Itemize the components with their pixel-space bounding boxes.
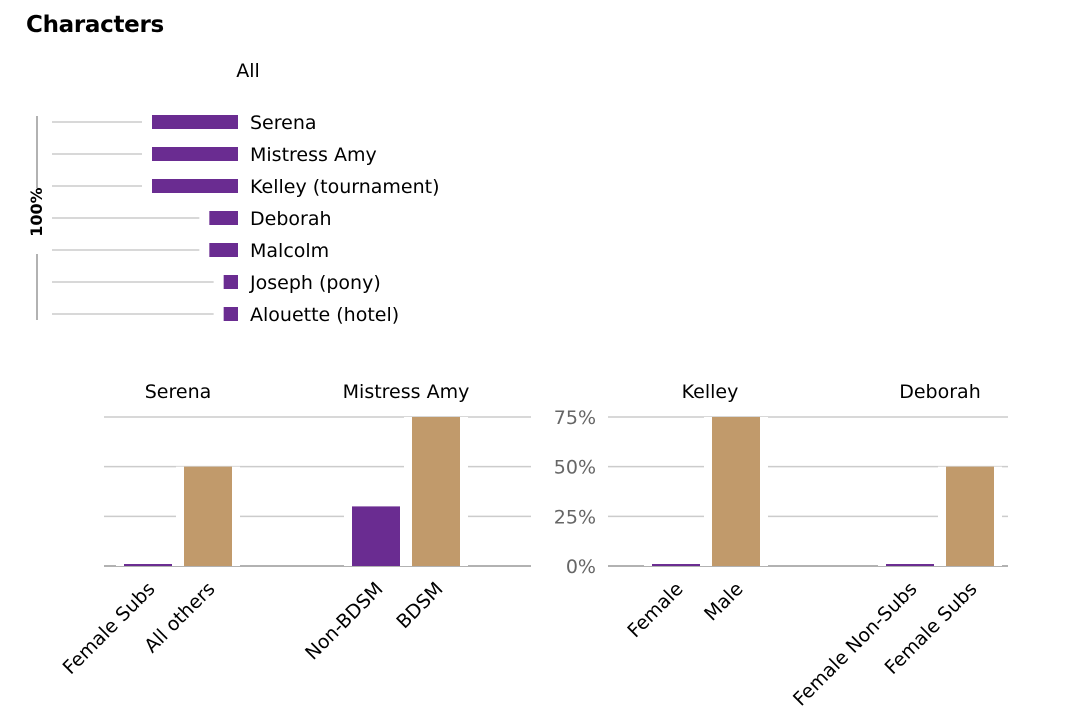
tick-label-mistress-amy-bdsm: BDSM <box>392 578 447 633</box>
bar-deborah-female-non-subs <box>886 564 934 566</box>
overview-bar-malcolm <box>209 243 238 257</box>
overview-label-deborah: Deborah <box>250 208 332 230</box>
overview-bar-kelley-tournament <box>152 179 238 193</box>
overview-label-malcolm: Malcolm <box>250 240 329 262</box>
y-tick-label-0: 0% <box>566 556 596 578</box>
overview-rows: Serena Mistress Amy Kelley (tournament) Deb… <box>52 112 440 326</box>
overview-bar-serena <box>152 115 238 129</box>
bar-kelley-male <box>712 417 760 566</box>
y-tick-bg-0 <box>538 553 602 575</box>
bar-mistress-amy-non-bdsm <box>352 506 400 566</box>
overview-label-mistress-amy: Mistress Amy <box>250 144 377 166</box>
y-tick-bg-75 <box>538 404 602 426</box>
shared-y-axis-ticks: 0% 25% 50% 75% <box>538 404 602 578</box>
overview-y-label-bg <box>26 188 48 254</box>
overview-bar-deborah <box>209 211 238 225</box>
tick-label-kelley-male: Male <box>700 578 747 625</box>
y-tick-label-25: 25% <box>554 506 596 528</box>
chart-title-mistress-amy: Mistress Amy <box>343 381 470 403</box>
bar-deborah-female-subs <box>946 466 994 566</box>
tick-label-mistress-amy-non-bdsm: Non-BDSM <box>301 578 387 664</box>
overview-label-alouette-hotel: Alouette (hotel) <box>250 304 399 326</box>
bar-serena-all-others <box>184 466 232 566</box>
overview-bar-alouette-hotel <box>223 307 238 321</box>
chart-title-serena: Serena <box>145 381 212 403</box>
bar-serena-female-subs <box>124 564 172 566</box>
overview-chart-title: All <box>236 60 260 82</box>
overview-bar-mistress-amy <box>152 147 238 161</box>
y-tick-bg-50 <box>538 453 602 476</box>
chart-mistress-amy: Mistress Amy Non-BDSM BDSM <box>301 381 469 664</box>
bar-mistress-amy-bdsm <box>412 417 460 566</box>
y-tick-label-75: 75% <box>554 407 596 429</box>
overview-y-axis-label: 100% <box>27 187 46 236</box>
overview-label-kelley-tournament: Kelley (tournament) <box>250 176 440 198</box>
y-tick-label-50: 50% <box>554 457 596 479</box>
bar-kelley-female <box>652 564 700 566</box>
page-title: Characters <box>26 12 164 38</box>
overview-bar-chart: All 100% Serena Mistress Amy Kelley (tourn… <box>26 60 440 326</box>
tick-label-kelley-female: Female <box>623 578 687 642</box>
overview-label-joseph-pony: Joseph (pony) <box>249 272 381 294</box>
overview-label-serena: Serena <box>250 112 317 134</box>
tick-label-serena-female-subs: Female Subs <box>59 578 160 679</box>
chart-title-kelley: Kelley <box>682 381 739 403</box>
chart-kelley: Kelley Female Male <box>623 381 768 642</box>
overview-bar-joseph-pony <box>223 275 238 289</box>
y-tick-bg-25 <box>538 503 602 526</box>
chart-title-deborah: Deborah <box>899 381 981 403</box>
